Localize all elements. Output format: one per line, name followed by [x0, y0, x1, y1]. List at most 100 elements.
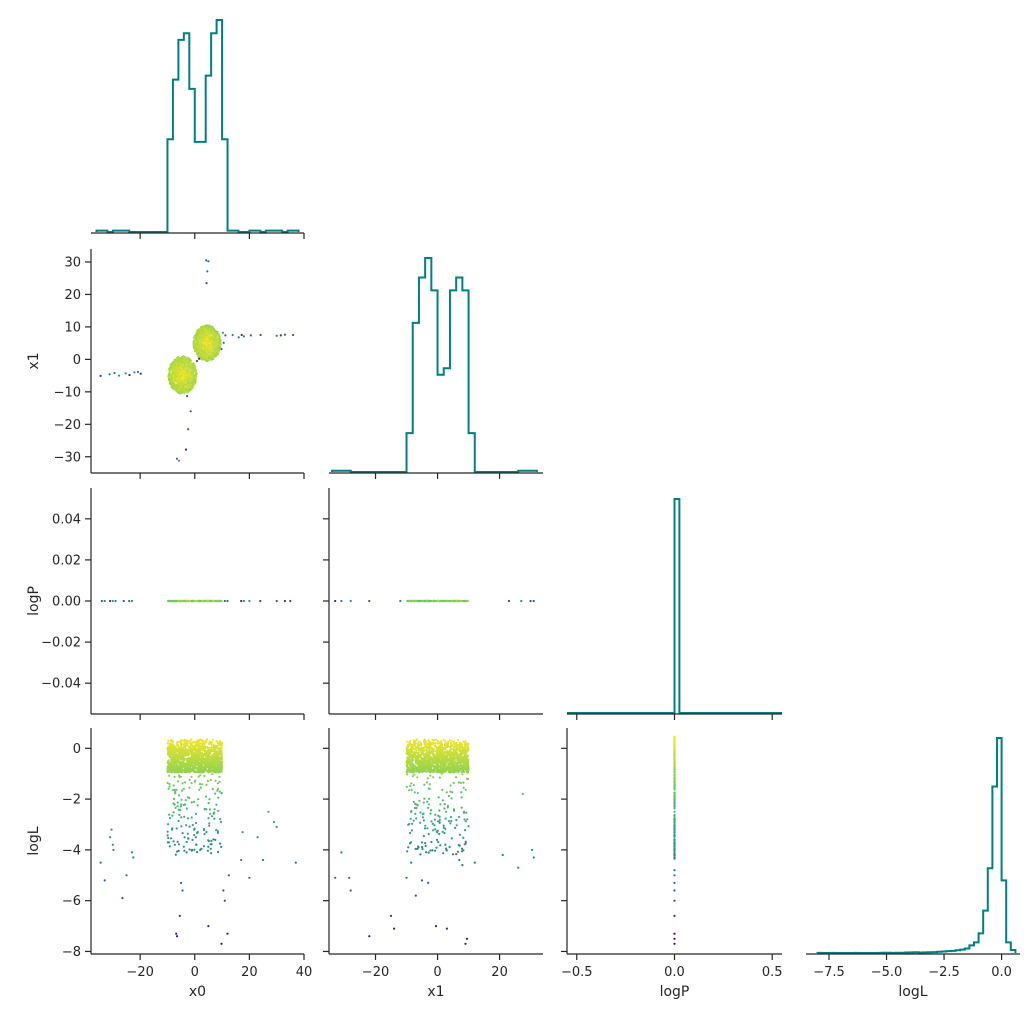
scatter-point — [415, 817, 418, 820]
scatter-point — [248, 599, 251, 603]
scatter-point — [216, 742, 220, 745]
scatter-point — [178, 765, 181, 768]
scatter-point — [267, 810, 270, 813]
scatter-point — [211, 773, 214, 776]
scatter-point — [203, 829, 206, 832]
scatter-point — [219, 820, 223, 824]
scatter-point — [196, 345, 199, 348]
scatter-point — [203, 774, 206, 778]
scatter-point — [231, 333, 234, 337]
scatter-point — [180, 881, 183, 885]
scatter-point — [463, 818, 466, 821]
scatter-point — [175, 827, 178, 830]
scatter-point — [272, 820, 276, 824]
scatter-point — [197, 355, 200, 358]
scatter-point — [186, 771, 189, 774]
scatter-point — [173, 383, 176, 386]
scatter-point — [458, 833, 461, 836]
scatter-point — [202, 766, 205, 769]
scatter-point — [451, 791, 454, 794]
scatter-point — [438, 809, 441, 812]
scatter-point — [180, 789, 184, 792]
scatter-point — [428, 803, 431, 806]
scatter-point — [166, 834, 169, 837]
scatter-point — [217, 344, 220, 347]
scatter-point — [171, 599, 174, 603]
scatter-point — [185, 388, 188, 391]
scatter-point — [169, 366, 172, 369]
scatter-point — [186, 382, 189, 385]
scatter-point — [198, 763, 201, 767]
panel-logP-hist-x-axis — [567, 713, 782, 720]
scatter-point — [173, 360, 177, 363]
scatter-point — [185, 807, 188, 810]
scatter-point — [168, 742, 171, 745]
scatter-point — [189, 747, 192, 750]
scatter-point — [441, 799, 444, 802]
scatter-point — [186, 599, 189, 603]
scatter-point — [410, 788, 413, 792]
scatter-point — [434, 813, 437, 816]
scatter-point — [177, 746, 181, 749]
scatter-point — [195, 375, 198, 378]
scatter-point — [462, 781, 465, 784]
scatter-point — [429, 812, 432, 815]
scatter-point — [219, 338, 222, 341]
scatter-point — [173, 775, 176, 778]
scatter-point — [213, 765, 216, 768]
scatter-point — [196, 340, 199, 343]
y-tick-label: 10 — [64, 320, 81, 335]
scatter-point — [177, 459, 180, 462]
scatter-point — [349, 599, 352, 603]
scatter-point — [191, 838, 194, 842]
scatter-point — [171, 827, 174, 830]
scatter-point — [171, 814, 174, 817]
scatter-point — [419, 755, 422, 758]
scatter-point — [201, 354, 204, 357]
scatter-point — [460, 796, 463, 799]
scatter-point — [445, 791, 448, 794]
scatter-point — [201, 338, 204, 341]
scatter-point — [179, 805, 182, 808]
scatter-point — [439, 844, 442, 847]
scatter-point — [441, 830, 444, 833]
scatter-point — [217, 599, 220, 603]
y-tick-label: −0.02 — [41, 636, 81, 651]
scatter-point — [216, 337, 219, 341]
scatter-point — [443, 807, 446, 810]
scatter-point — [210, 358, 213, 361]
scatter-point — [184, 386, 187, 389]
scatter-point — [294, 861, 297, 864]
scatter-point — [201, 744, 204, 747]
scatter-point — [212, 812, 215, 816]
scatter-point — [220, 742, 223, 745]
scatter-point — [178, 914, 181, 918]
scatter-point — [170, 837, 173, 840]
scatter-point — [520, 599, 523, 603]
scatter-point — [217, 335, 220, 338]
scatter-point — [177, 780, 180, 783]
scatter-point — [214, 838, 217, 842]
scatter-point — [194, 371, 198, 374]
scatter-point — [201, 783, 204, 786]
scatter-point — [132, 856, 135, 859]
scatter-point — [171, 363, 174, 366]
scatter-point — [182, 845, 185, 848]
panel-x1-logP-x-axis — [329, 713, 543, 720]
scatter-point — [422, 801, 425, 804]
scatter-point — [177, 373, 180, 376]
scatter-x0-logL — [99, 738, 297, 945]
scatter-point — [188, 387, 191, 390]
scatter-point — [187, 428, 190, 431]
scatter-point — [183, 744, 186, 747]
scatter-point — [435, 838, 439, 842]
scatter-point — [181, 376, 184, 379]
scatter-point — [179, 739, 182, 742]
scatter-point — [176, 740, 179, 744]
scatter-point — [172, 802, 175, 805]
scatter-point — [181, 364, 184, 367]
scatter-point — [173, 366, 176, 369]
scatter-point — [406, 850, 409, 853]
scatter-point — [419, 853, 422, 856]
scatter-point — [206, 270, 209, 273]
